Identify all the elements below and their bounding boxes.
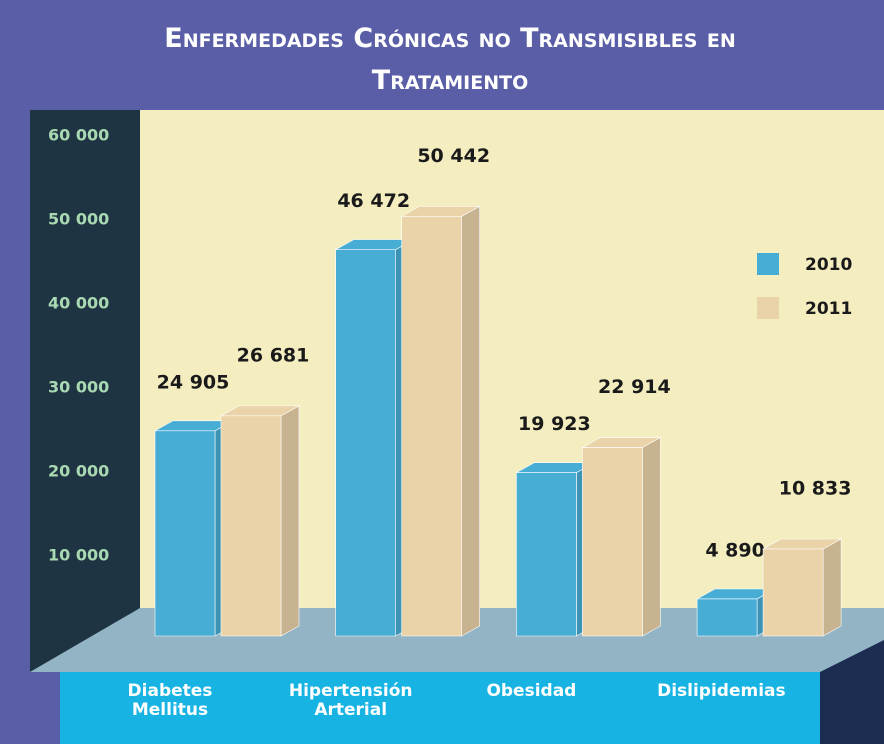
value-label: 22 914 — [598, 376, 671, 398]
left-wall — [30, 110, 140, 672]
value-label: 46 472 — [337, 190, 410, 212]
front-side — [820, 640, 884, 744]
value-label: 26 681 — [237, 344, 310, 366]
value-label: 24 905 — [157, 371, 230, 393]
legend-swatch — [757, 297, 779, 319]
y-tick-label: 40 000 — [48, 294, 109, 313]
y-tick-label: 10 000 — [48, 546, 109, 565]
bar-side — [822, 538, 842, 637]
x-tick-label: Diabetes Mellitus — [127, 681, 213, 720]
y-tick-label: 30 000 — [48, 378, 109, 397]
bar — [581, 437, 662, 637]
bar-front — [335, 249, 397, 637]
value-label: 10 833 — [779, 478, 852, 500]
bar-side — [280, 405, 300, 637]
bar — [400, 205, 481, 637]
value-label: 50 442 — [417, 145, 490, 167]
legend-label: 2011 — [805, 299, 852, 319]
bar-side — [642, 437, 661, 637]
bar-side — [461, 205, 481, 637]
y-tick-label: 60 000 — [48, 126, 109, 145]
y-tick-label: 50 000 — [48, 210, 109, 229]
x-tick-label: Obesidad — [486, 681, 577, 701]
x-tick-label: Hipertensión Arterial — [288, 681, 413, 720]
bar-front — [762, 548, 824, 637]
x-tick-label: Dislipidemias — [657, 681, 786, 701]
front-band — [60, 672, 820, 744]
bar-front — [401, 215, 463, 637]
legend-label: 2010 — [805, 255, 852, 275]
bar — [761, 538, 843, 637]
bar — [219, 405, 301, 637]
bar-front — [696, 598, 758, 637]
y-tick-label: 20 000 — [48, 462, 109, 481]
bar-front — [154, 430, 216, 637]
bar-front — [220, 415, 282, 637]
value-label: 19 923 — [518, 413, 591, 435]
chart-title: Enfermedades Crónicas no Transmisibles e… — [164, 23, 736, 96]
bar-front — [582, 447, 643, 637]
legend-swatch — [757, 253, 779, 275]
value-label: 4 890 — [705, 539, 765, 561]
bar-front — [516, 472, 577, 637]
